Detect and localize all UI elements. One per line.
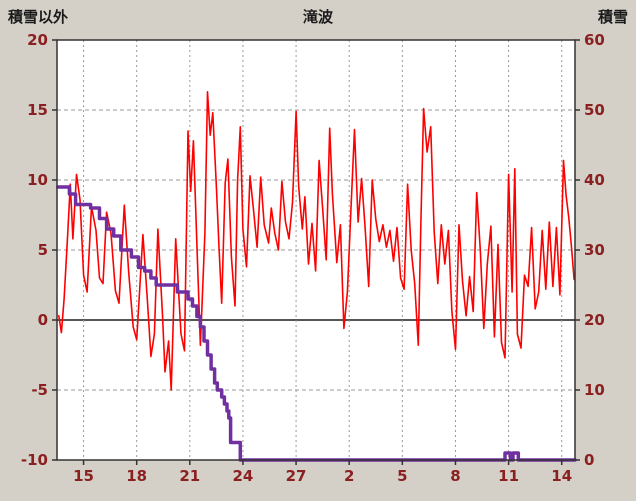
x-tick-label: 18 xyxy=(126,467,147,485)
y-left-tick-label: 5 xyxy=(38,241,48,259)
x-tick-label: 15 xyxy=(73,467,94,485)
y-left-tick-label: 0 xyxy=(38,311,48,329)
x-tick-label: 21 xyxy=(179,467,200,485)
left-axis-title: 積雪以外 xyxy=(8,8,69,26)
x-tick-label: 27 xyxy=(286,467,307,485)
y-left-tick-label: -5 xyxy=(31,381,48,399)
x-tick-label: 14 xyxy=(551,467,572,485)
x-tick-label: 24 xyxy=(233,467,254,485)
y-right-tick-label: 60 xyxy=(584,31,605,49)
chart-title: 滝波 xyxy=(302,8,333,26)
right-axis-title: 積雪 xyxy=(597,8,628,26)
y-right-tick-label: 20 xyxy=(584,311,605,329)
y-left-tick-label: -10 xyxy=(21,451,48,469)
series-line-snow-depth xyxy=(56,185,577,462)
series-line-temperature xyxy=(57,91,575,391)
x-tick-label: 8 xyxy=(450,467,460,485)
y-right-tick-label: 30 xyxy=(584,241,605,259)
y-right-tick-label: 10 xyxy=(584,381,605,399)
y-right-tick-label: 50 xyxy=(584,101,605,119)
y-right-tick-label: 0 xyxy=(584,451,594,469)
x-tick-label: 2 xyxy=(344,467,354,485)
y-left-tick-label: 15 xyxy=(27,101,48,119)
x-tick-label: 11 xyxy=(498,467,519,485)
x-tick-label: 5 xyxy=(397,467,407,485)
y-left-tick-label: 10 xyxy=(27,171,48,189)
y-left-tick-label: 20 xyxy=(27,31,48,49)
y-right-tick-label: 40 xyxy=(584,171,605,189)
